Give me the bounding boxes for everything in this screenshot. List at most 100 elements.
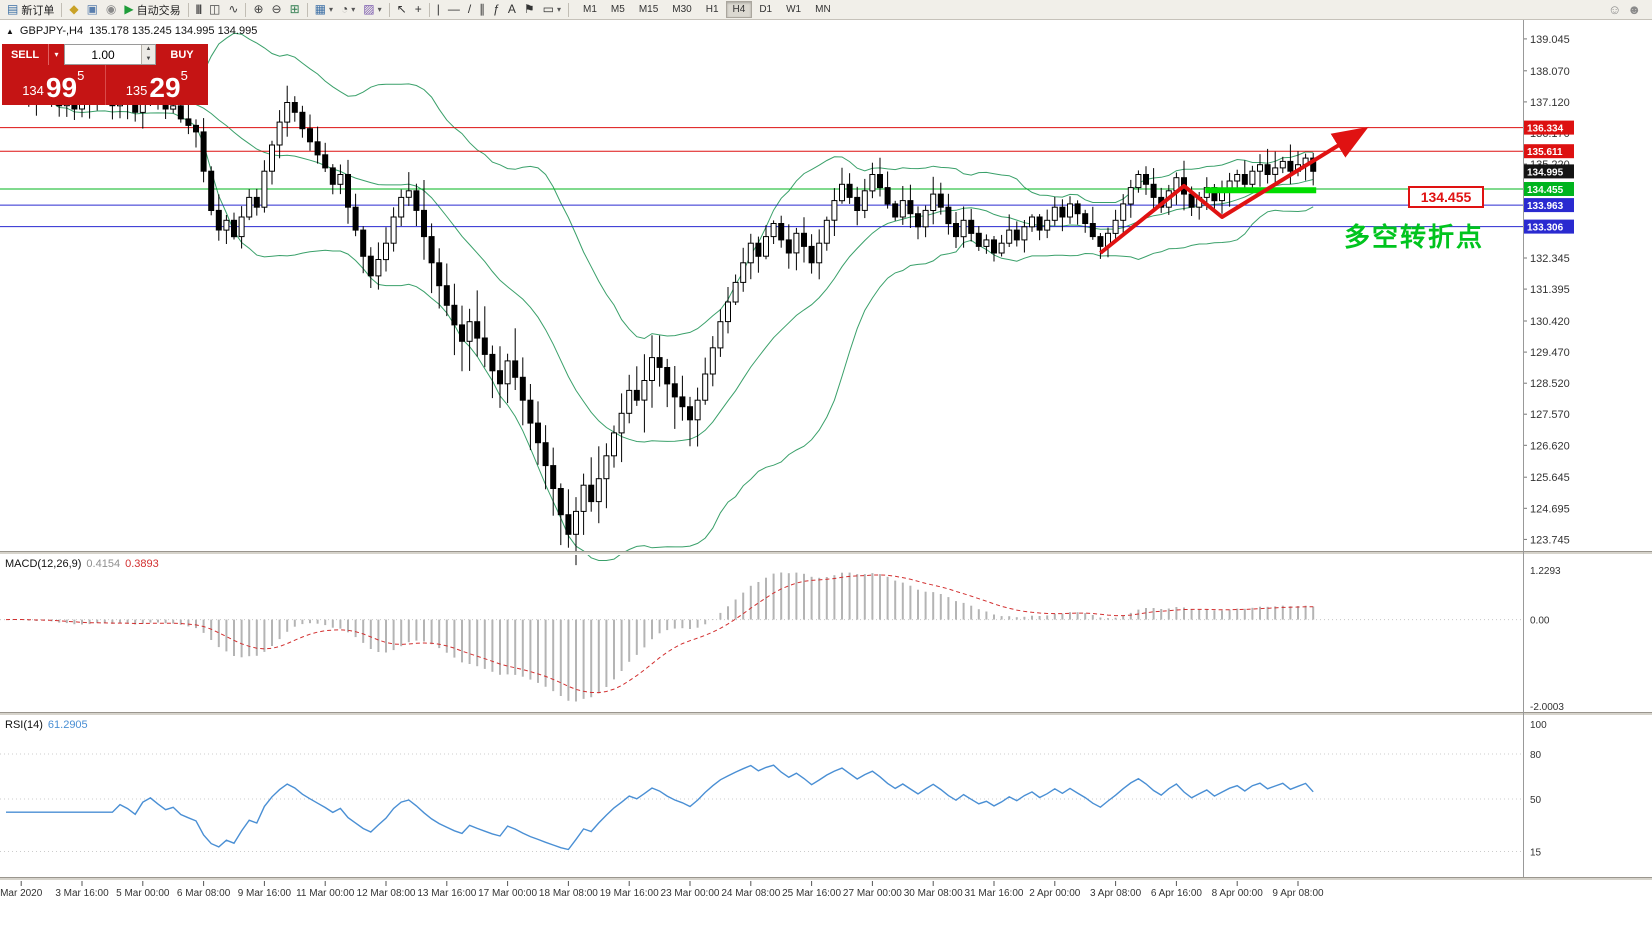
text-button[interactable]: A	[504, 1, 520, 18]
svg-text:23 Mar 00:00: 23 Mar 00:00	[661, 888, 720, 899]
data-window-button[interactable]: ◉	[102, 1, 120, 18]
trendline-button[interactable]: /	[464, 1, 475, 18]
svg-text:136.334: 136.334	[1527, 124, 1564, 135]
timeframe-h4-button[interactable]: H4	[725, 1, 753, 18]
svg-text:1.2293: 1.2293	[1530, 566, 1561, 577]
channel-button[interactable]: ∥	[475, 1, 489, 18]
timeframe-m1-button[interactable]: M1	[583, 4, 597, 15]
timeframe-h1-button[interactable]: H1	[705, 4, 719, 15]
price-scale[interactable]: 139.045138.070137.120136.170135.220132.3…	[1523, 34, 1574, 546]
svg-text:134.455: 134.455	[1527, 185, 1564, 196]
new-order-button[interactable]: ▤ 新订单	[3, 1, 58, 18]
chart-canvas[interactable]: 139.045138.070137.120136.170135.220132.3…	[0, 20, 1652, 947]
fibonacci-button[interactable]: ƒ	[489, 1, 504, 18]
svg-text:19 Mar 16:00: 19 Mar 16:00	[600, 888, 659, 899]
svg-text:6 Apr 16:00: 6 Apr 16:00	[1151, 888, 1203, 899]
time-scale[interactable]: Mar 2020 3 Mar 16:00 5 Mar 00:00 6 Mar 08:0…	[0, 881, 1324, 899]
tile-windows-button[interactable]: ⊞	[286, 1, 304, 18]
svg-text:139.045: 139.045	[1530, 34, 1570, 46]
dropdown-arrow-icon[interactable]: ▾	[556, 5, 561, 14]
symbol-header: ▲ GBPJPY-,H4 135.178 135.245 134.995 134…	[6, 25, 257, 37]
order-options-dropdown-icon[interactable]: ▾	[48, 44, 64, 65]
timeframe-d1-button[interactable]: D1	[759, 4, 773, 15]
template-button[interactable]: ▨ ▾	[359, 1, 385, 18]
svg-text:133.963: 133.963	[1527, 201, 1564, 212]
bar-chart-button[interactable]: |||	[192, 1, 205, 18]
toolbar-right-icons: ☺ ☻	[1608, 1, 1649, 18]
sell-button[interactable]: SELL	[2, 44, 48, 65]
chart-background[interactable]	[0, 20, 1652, 947]
svg-text:18 Mar 08:00: 18 Mar 08:00	[539, 888, 598, 899]
line-chart-button[interactable]: ∿	[224, 1, 242, 18]
dropdown-arrow-icon[interactable]: ▾	[377, 5, 382, 14]
volume-field-wrap: ▲ ▼	[64, 44, 156, 65]
community-icon[interactable]: ☺	[1608, 2, 1622, 17]
timeframe-m5-button[interactable]: M5	[610, 4, 625, 15]
svg-text:9 Mar 16:00: 9 Mar 16:00	[238, 888, 292, 899]
volume-step-down-icon[interactable]: ▼	[145, 55, 152, 62]
timeframe-m15-button[interactable]: M15	[638, 4, 659, 15]
tile-windows-icon: ⊞	[289, 2, 300, 16]
svg-text:12 Mar 08:00: 12 Mar 08:00	[357, 888, 416, 899]
zoom-in-button[interactable]: ⊕	[249, 1, 267, 18]
trendline-icon: /	[467, 2, 472, 16]
symbol-title: GBPJPY-,H4	[19, 25, 84, 37]
volume-input[interactable]	[65, 45, 141, 64]
volume-step-up-icon[interactable]: ▲	[145, 46, 152, 52]
arrows-button[interactable]: ⚑	[520, 1, 539, 18]
shapes-button[interactable]: ▭ ▾	[539, 1, 565, 18]
timeframe-w1-button[interactable]: W1	[786, 4, 802, 15]
trend-arrow[interactable]	[1099, 126, 1369, 255]
zoom-out-button[interactable]: ⊖	[268, 1, 286, 18]
timeframe-mn-button[interactable]: MN	[815, 4, 831, 15]
price-level-annotation-box: 134.455	[1408, 186, 1484, 208]
svg-text:Mar 2020: Mar 2020	[0, 888, 43, 899]
chart-profiles-button[interactable]: ◆	[65, 1, 82, 18]
account-icon[interactable]: ☻	[1627, 2, 1641, 17]
vertical-line-button[interactable]: |	[433, 1, 444, 18]
buy-price-button[interactable]: 135 29 5	[104, 65, 209, 105]
buy-price-big: 29	[149, 72, 181, 103]
print-button[interactable]: ▣	[83, 1, 102, 18]
one-click-collapse-icon[interactable]: ▲	[6, 26, 14, 36]
svg-text:3 Mar 16:00: 3 Mar 16:00	[55, 888, 109, 899]
svg-text:127.570: 127.570	[1530, 409, 1570, 421]
period-button[interactable]: ◔ ▾	[337, 1, 359, 18]
crosshair-icon: +	[414, 2, 422, 16]
timeframe-m30-button[interactable]: M30	[672, 4, 692, 15]
svg-text:132.345: 132.345	[1530, 253, 1570, 265]
new-order-button-label: 新订单	[21, 4, 55, 17]
svg-text:31 Mar 16:00: 31 Mar 16:00	[965, 888, 1024, 899]
horizontal-line-icon: ―	[447, 2, 460, 16]
svg-text:27 Mar 00:00: 27 Mar 00:00	[843, 888, 902, 899]
cursor-button[interactable]: ↖	[393, 1, 411, 18]
new-order-icon: ▤	[7, 2, 19, 16]
rsi-name: RSI(14)	[5, 719, 43, 731]
timeframe-group: M1 M5 M15 M30 H1 H4 D1 W1 MN	[576, 1, 838, 18]
macd-name: MACD(12,26,9)	[5, 558, 82, 570]
candlestick-chart-button[interactable]: ◫	[205, 1, 224, 18]
svg-text:13 Mar 16:00: 13 Mar 16:00	[417, 888, 476, 899]
horizontal-line-button[interactable]: ―	[444, 1, 464, 18]
text-icon: A	[507, 2, 516, 16]
rsi-panel[interactable]: 100 80 50 15	[0, 720, 1547, 859]
ohlc-values: 135.178 135.245 134.995 134.995	[89, 25, 258, 37]
autotrading-button[interactable]: ▶ 自动交易	[120, 1, 184, 18]
toolbar-separator	[428, 2, 430, 17]
svg-text:-2.0003: -2.0003	[1530, 702, 1564, 713]
toolbar-separator	[245, 2, 247, 17]
buy-button[interactable]: BUY	[156, 44, 208, 65]
autotrading-button-label: 自动交易	[136, 4, 181, 17]
fibonacci-icon: ƒ	[493, 2, 500, 16]
sell-price-button[interactable]: 134 99 5	[2, 65, 105, 105]
cursor-icon: ↖	[396, 2, 407, 16]
new-chart-button[interactable]: ▦ ▾	[311, 1, 337, 18]
dropdown-arrow-icon[interactable]: ▾	[351, 5, 356, 14]
zoom-out-icon: ⊖	[271, 2, 282, 16]
bollinger-upper-band	[5, 32, 1314, 340]
svg-text:80: 80	[1530, 750, 1542, 761]
crosshair-button[interactable]: +	[411, 1, 426, 18]
svg-text:30 Mar 08:00: 30 Mar 08:00	[904, 888, 963, 899]
dropdown-arrow-icon[interactable]: ▾	[328, 5, 333, 14]
macd-panel[interactable]: 1.2293 0.00 -2.0003	[0, 566, 1564, 713]
